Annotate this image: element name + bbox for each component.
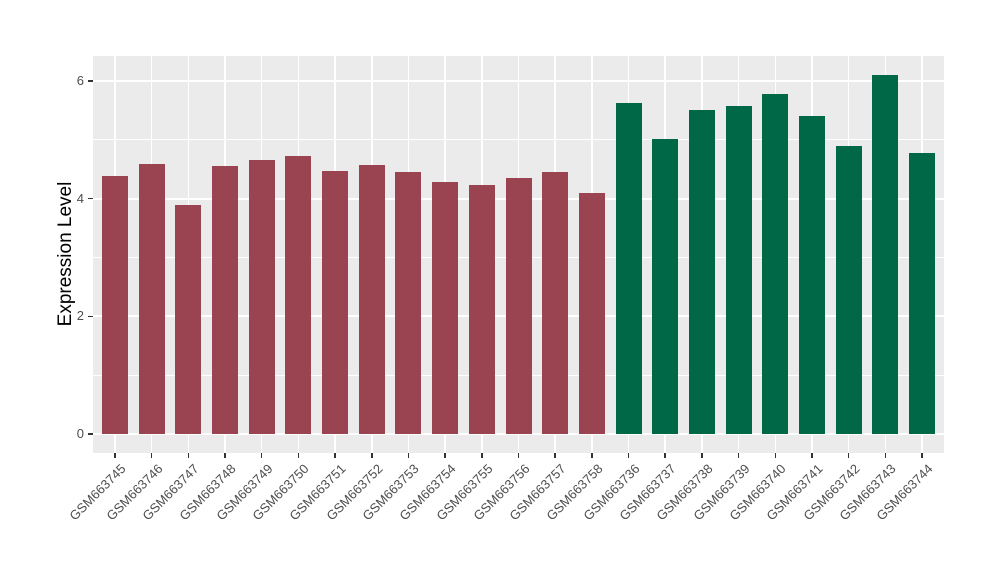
bar-GSM663744 (908, 152, 935, 434)
bar-GSM663743 (872, 75, 899, 434)
x-tick-mark (591, 453, 593, 458)
bar-GSM663748 (212, 166, 239, 434)
y-tick-mark (88, 433, 93, 435)
x-tick-mark (737, 453, 740, 458)
bar-GSM663739 (725, 105, 752, 434)
bar-GSM663751 (322, 171, 349, 434)
x-tick-mark (334, 453, 336, 458)
y-tick-mark (88, 80, 93, 82)
bar-GSM663754 (432, 181, 459, 434)
x-tick-mark (224, 453, 226, 458)
x-tick-mark (774, 453, 777, 458)
y-tick-label: 4 (76, 190, 84, 206)
bar-GSM663741 (798, 116, 825, 434)
x-tick-mark (260, 453, 263, 458)
y-tick-label: 0 (76, 426, 84, 441)
bar-GSM663757 (542, 171, 569, 434)
bar-GSM663736 (615, 103, 642, 434)
bar-GSM663738 (688, 109, 715, 434)
bar-GSM663755 (468, 185, 495, 434)
x-tick-mark (114, 453, 116, 458)
x-tick-mark (811, 453, 813, 458)
x-tick-mark (371, 453, 373, 458)
bar-GSM663746 (138, 163, 165, 434)
x-tick-mark (444, 453, 446, 458)
x-tick-mark (554, 453, 556, 458)
bar-GSM663737 (652, 139, 679, 434)
bar-GSM663758 (578, 192, 605, 434)
bar-GSM663752 (358, 165, 385, 434)
bar-GSM663749 (248, 159, 275, 434)
x-tick-mark (847, 453, 850, 458)
x-tick-mark (481, 453, 483, 458)
bar-GSM663740 (762, 93, 789, 434)
bar-GSM663745 (102, 175, 128, 434)
y-tick-label: 2 (76, 308, 84, 324)
x-tick-mark (884, 453, 887, 458)
x-tick-mark (921, 453, 923, 458)
bar-GSM663753 (395, 172, 422, 434)
x-tick-mark (187, 453, 190, 458)
y-tick-mark (88, 315, 93, 318)
x-tick-mark (150, 453, 153, 458)
y-tick-mark (88, 197, 93, 200)
x-tick-mark (701, 453, 703, 458)
x-tick-mark (627, 453, 630, 458)
bar-GSM663747 (175, 205, 202, 434)
x-tick-mark (297, 453, 300, 458)
bar-GSM663756 (505, 177, 532, 434)
y-tick-label: 6 (76, 73, 84, 89)
x-tick-mark (407, 453, 410, 458)
bar-GSM663742 (835, 145, 862, 434)
plot-panel (93, 56, 944, 453)
x-tick-mark (517, 453, 520, 458)
x-tick-mark (664, 453, 666, 458)
bar-GSM663750 (285, 155, 312, 434)
